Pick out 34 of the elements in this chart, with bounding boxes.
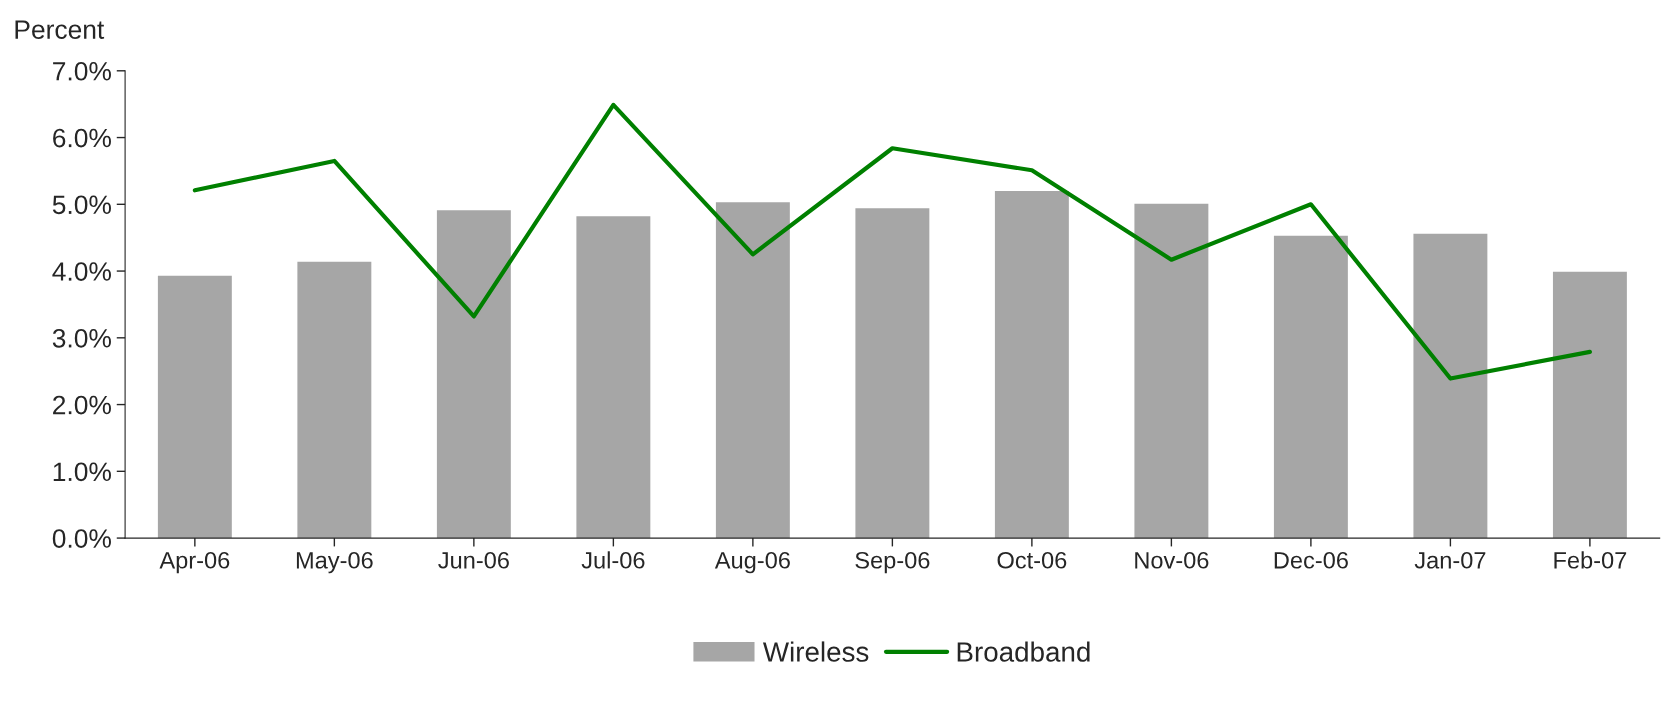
x-tick-label: Jun-06 bbox=[438, 551, 509, 569]
x-tick-label: Jul-06 bbox=[581, 551, 645, 569]
x-tick-label: May-06 bbox=[296, 551, 373, 574]
bar bbox=[436, 210, 511, 539]
bar bbox=[1413, 233, 1488, 539]
y-tick-label: 0.0% bbox=[52, 529, 111, 548]
y-tick-label: 5.0% bbox=[52, 195, 111, 215]
y-tick-label: 3.0% bbox=[52, 328, 111, 348]
y-axis-title: Percent bbox=[15, 20, 105, 39]
bar bbox=[715, 202, 790, 539]
x-tick-label: Feb-07 bbox=[1554, 551, 1627, 569]
bar bbox=[1552, 271, 1627, 539]
bar bbox=[1273, 235, 1348, 539]
x-tick-label: Dec-06 bbox=[1274, 551, 1348, 569]
legend-label: Broadband bbox=[957, 641, 1090, 662]
y-tick-label: 1.0% bbox=[53, 462, 111, 482]
y-tick-label: 7.0% bbox=[53, 61, 111, 81]
x-tick-label: Jan-07 bbox=[1414, 551, 1486, 569]
bar bbox=[1134, 203, 1209, 539]
y-tick-label: 4.0% bbox=[52, 262, 111, 281]
bar bbox=[994, 190, 1069, 539]
legend-label: Wireless bbox=[762, 641, 869, 662]
x-tick-label: Sep-06 bbox=[855, 551, 930, 574]
bar bbox=[576, 216, 651, 539]
x-tick-label: Nov-06 bbox=[1135, 551, 1209, 569]
line-series bbox=[192, 102, 1592, 381]
x-tick-label: Oct-06 bbox=[997, 551, 1067, 569]
bar bbox=[297, 261, 372, 539]
y-tick-label: 2.0% bbox=[53, 395, 111, 415]
bar bbox=[855, 208, 930, 539]
x-tick-label: Aug-06 bbox=[714, 551, 790, 574]
y-tick-label: 6.0% bbox=[53, 128, 111, 148]
bar bbox=[157, 275, 232, 539]
x-tick-label: Apr-06 bbox=[159, 551, 230, 574]
